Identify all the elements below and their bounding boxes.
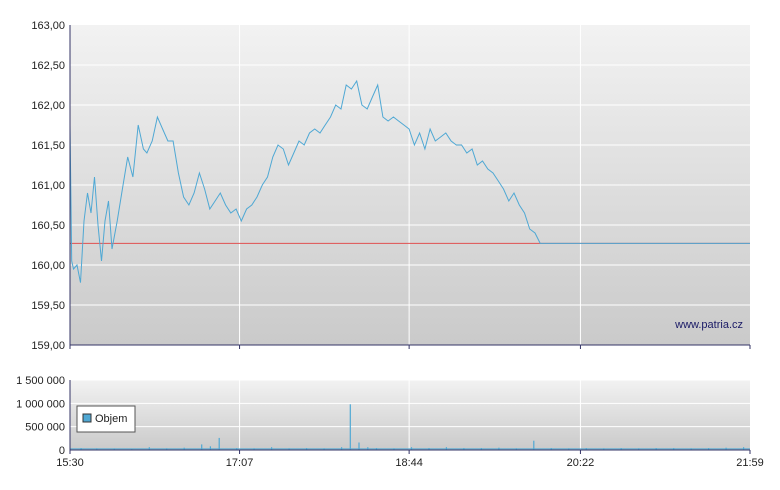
volume-y-tick-label: 1 500 000 [16,375,65,387]
volume-legend: Objem [76,405,136,433]
price-y-tick-label: 160,50 [31,220,65,232]
price-y-tick-label: 159,00 [31,340,65,352]
price-series-line [69,79,750,283]
volume-y-tick-label: 1 000 000 [16,398,65,410]
price-y-tick-label: 163,00 [31,20,65,32]
volume-plot-background [70,380,750,450]
price-panel: 163,00 162,50 162,00 161,50 161,00 160,50 160,… [31,20,751,352]
legend-swatch-objem [82,413,92,423]
volume-y-tick-label: 0 [59,445,65,457]
volume-y-tick-labels: 1 500 000 1 000 000 500 000 0 [16,375,65,457]
x-tick-label: 18:44 [395,457,423,469]
volume-panel: 1 500 000 1 000 000 500 000 0 15:30 17:07 18:… [16,375,764,469]
legend-label-objem: Objem [95,413,127,425]
volume-bars [70,404,750,450]
price-y-tick-label: 162,50 [31,60,65,72]
x-tick-label: 21:59 [736,457,764,469]
price-x-tick-marks [69,345,751,349]
volume-grid [70,379,750,450]
volume-bar [201,444,203,450]
volume-bar [218,437,220,450]
price-y-tick-labels: 163,00 162,50 162,00 161,50 161,00 160,50 160,… [31,20,65,352]
x-tick-label: 20:22 [567,457,595,469]
price-grid [70,25,750,345]
volume-baseline [70,448,750,450]
price-y-tick-label: 160,00 [31,260,65,272]
price-y-tick-label: 159,50 [31,300,65,312]
price-y-tick-label: 161,50 [31,140,65,152]
volume-bar [349,404,351,450]
x-tick-label: 15:30 [56,457,84,469]
volume-y-tick-label: 500 000 [25,422,65,434]
price-y-tick-label: 162,00 [31,100,65,112]
watermark: www.patria.cz [674,319,743,331]
volume-x-tick-labels: 15:30 17:07 18:44 20:22 21:59 [56,450,764,469]
volume-bar [358,442,360,450]
volume-bar [533,440,535,450]
price-y-tick-label: 161,00 [31,180,65,192]
x-tick-label: 17:07 [226,457,254,469]
